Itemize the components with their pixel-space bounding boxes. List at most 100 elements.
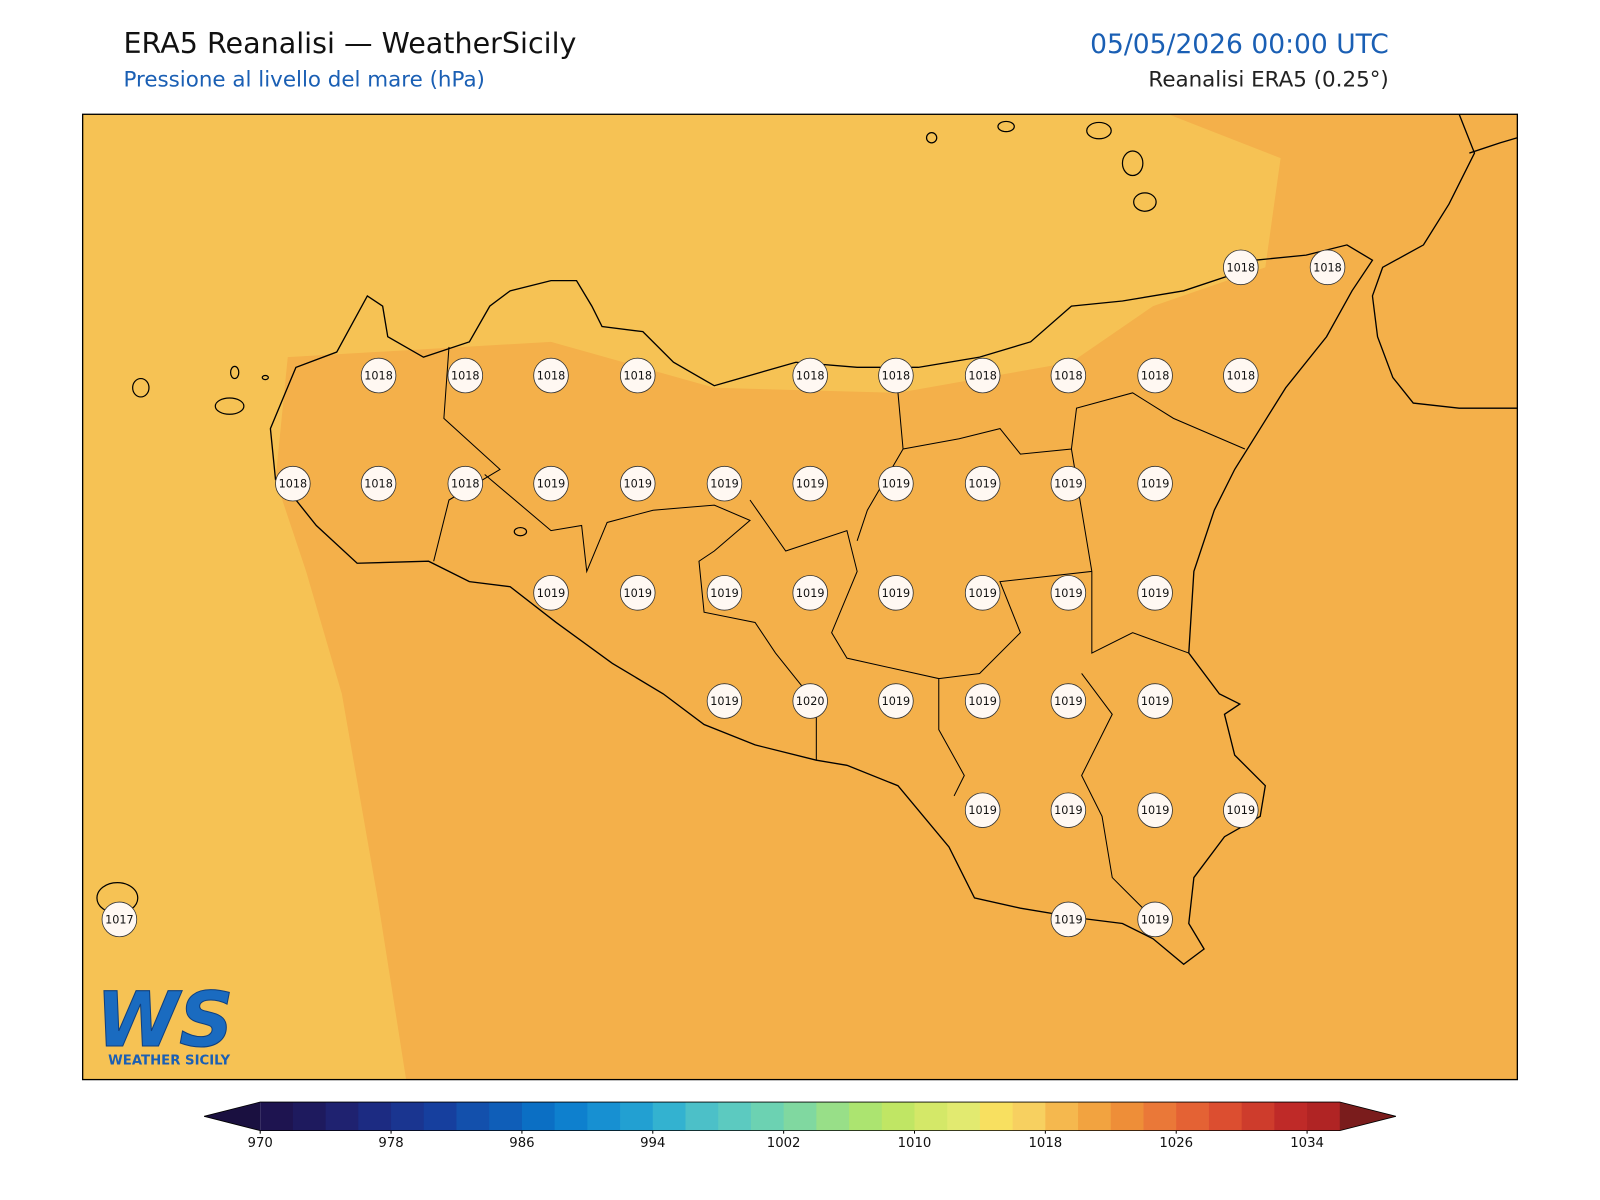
station-value: 1019 (968, 804, 997, 817)
colorbar-bin (750, 1102, 785, 1131)
station-value: 1018 (1227, 261, 1256, 274)
station-marker (792, 683, 828, 719)
station-marker (878, 357, 914, 394)
station-marker (533, 465, 569, 502)
station-value: 1018 (451, 370, 480, 383)
colorbar-bin (914, 1102, 948, 1131)
station-marker (1309, 249, 1346, 286)
station-marker (964, 792, 1001, 828)
logo: WS WEATHER SICILY (95, 975, 234, 1068)
colorbar-under (204, 1102, 261, 1131)
colorbar-bin (1241, 1102, 1275, 1131)
colorbar-bin (1078, 1102, 1112, 1131)
station-marker (533, 575, 569, 611)
colorbar-outline (203, 1101, 1397, 1132)
station-value: 1019 (710, 587, 739, 600)
station-value: 1019 (710, 478, 739, 491)
calabria-coast (1469, 137, 1518, 154)
colorbar-bin (620, 1102, 654, 1131)
station-marker (792, 357, 828, 394)
station-value: 1019 (882, 695, 911, 708)
station-value: 1018 (1313, 261, 1342, 274)
station-value: 1019 (882, 587, 911, 600)
station-marker (533, 357, 569, 394)
station-marker (1137, 357, 1173, 394)
station-value: 1019 (1141, 478, 1170, 491)
station-marker (1137, 901, 1173, 938)
station-value: 1019 (1141, 913, 1170, 926)
station-value: 1018 (537, 370, 566, 383)
map-frame (81, 113, 1519, 1081)
stations: 1018 1018 1018 1018 1018 1018 1018 1018 1018 1018… (101, 249, 1346, 938)
station-value: 1018 (882, 370, 911, 383)
station-value: 1018 (279, 478, 308, 491)
station-marker (620, 575, 656, 611)
colorbar-bin (718, 1102, 752, 1131)
station-marker (964, 465, 1001, 502)
station-value: 1018 (1141, 370, 1170, 383)
colorbar-bin (554, 1102, 588, 1131)
colorbar-tick-label: 1002 (767, 1136, 801, 1151)
station-value: 1020 (796, 695, 825, 708)
colorbar-bin (1307, 1102, 1341, 1131)
colorbar-tick-label: 1026 (1159, 1136, 1193, 1151)
colorbar-tick-label: 994 (640, 1136, 665, 1151)
station-marker (1137, 683, 1173, 719)
station-value: 1019 (968, 587, 997, 600)
colorbar-bin (783, 1102, 817, 1131)
station-marker (964, 357, 1001, 394)
colorbar-bin (423, 1102, 458, 1131)
islands (96, 120, 1157, 914)
pressure-band (82, 114, 1281, 1080)
station-marker (275, 465, 311, 502)
colorbar-bin (1176, 1102, 1210, 1131)
colorbar-over (1339, 1102, 1396, 1131)
station-value: 1019 (1054, 478, 1083, 491)
station-value: 1018 (364, 478, 393, 491)
colorbar-bin (456, 1102, 490, 1131)
source: Reanalisi ERA5 (0.25°) (1148, 68, 1388, 93)
station-value: 1018 (1054, 370, 1083, 383)
colorbar-tick-label: 978 (378, 1136, 403, 1151)
station-value: 1019 (537, 478, 566, 491)
colorbar-bin (849, 1102, 883, 1131)
colorbar-bin (881, 1102, 916, 1131)
station-marker (964, 575, 1001, 611)
colorbar-bin (652, 1102, 687, 1131)
station-marker (1050, 575, 1087, 611)
station-value: 1019 (623, 587, 652, 600)
station-value: 1019 (537, 587, 566, 600)
station-marker (706, 465, 743, 502)
station-marker (360, 357, 397, 394)
colorbar-bin (947, 1102, 981, 1131)
colorbar-bin (1143, 1102, 1177, 1131)
station-marker (1050, 901, 1087, 938)
station-marker (964, 683, 1001, 719)
calabria-coast (1371, 114, 1518, 409)
station-value: 1018 (364, 370, 393, 383)
colorbar: 970 978 986 994 1002 1010 1018 1026 1034 (203, 1101, 1397, 1151)
station-value: 1017 (105, 913, 134, 926)
station-marker (706, 575, 743, 611)
station-marker (878, 465, 914, 502)
station-value: 1019 (1227, 804, 1256, 817)
datetime: 05/05/2026 00:00 UTC (1090, 29, 1389, 60)
station-value: 1019 (796, 478, 825, 491)
colorbar-bin (816, 1102, 850, 1131)
colorbar-tick-label: 986 (509, 1136, 534, 1151)
logo-text: WEATHER SICILY (108, 1053, 230, 1068)
station-marker (1137, 575, 1173, 611)
station-value: 1019 (882, 478, 911, 491)
colorbar-tick-label: 1018 (1028, 1136, 1062, 1151)
station-value: 1018 (796, 370, 825, 383)
station-marker (101, 901, 138, 938)
colorbar-bin (521, 1102, 556, 1131)
station-value: 1019 (1054, 913, 1083, 926)
colorbar-bin (325, 1102, 359, 1131)
station-marker (706, 683, 743, 719)
subtitle: Pressione al livello del mare (hPa) (123, 68, 484, 93)
colorbar-bin (1110, 1102, 1145, 1131)
station-marker (1223, 792, 1259, 828)
station-value: 1018 (968, 370, 997, 383)
station-marker (447, 357, 484, 394)
